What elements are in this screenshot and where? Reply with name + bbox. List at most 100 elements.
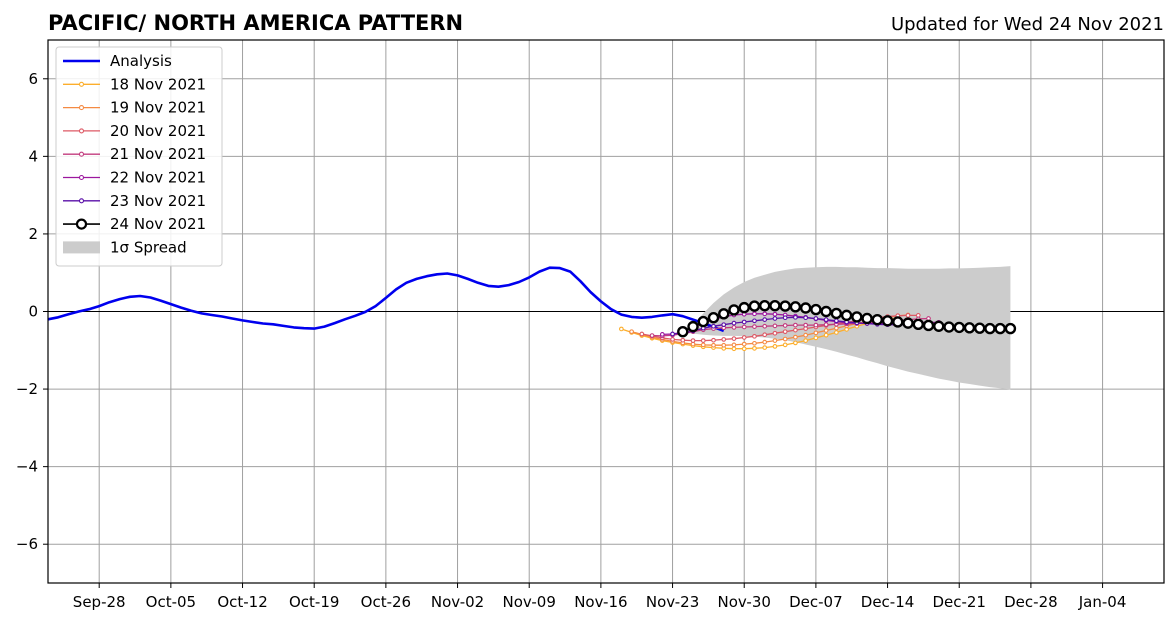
latest-point: [840, 309, 853, 322]
latest-point: [738, 301, 750, 314]
forecast-point: [752, 345, 757, 351]
forecast-point: [803, 332, 809, 338]
y-tick-label: 4: [28, 147, 38, 165]
forecast-point: [834, 330, 839, 335]
legend-entry: Analysis: [63, 52, 172, 70]
latest-point: [687, 320, 699, 333]
x-tick-label: Nov-16: [574, 593, 627, 611]
latest-point: [697, 315, 709, 328]
forecast-point: [711, 337, 716, 343]
latest-point: [779, 300, 791, 312]
legend-entry: 1σ Spread: [63, 238, 187, 256]
forecast-point: [711, 342, 716, 348]
latest-point: [861, 312, 873, 325]
analysis-line: [47, 266, 725, 333]
latest-point: [984, 322, 996, 335]
forecast-point: [690, 338, 696, 343]
legend-label: 19 Nov 2021: [110, 99, 206, 117]
forecast-point: [772, 323, 778, 329]
legend-entry: 20 Nov 2021: [63, 122, 206, 140]
x-tick-label: Nov-30: [718, 593, 771, 611]
y-tick-label: −6: [16, 535, 38, 553]
legend-entry: 18 Nov 2021: [63, 75, 206, 93]
forecast-point: [772, 316, 778, 321]
legend-entry: 24 Nov 2021: [63, 215, 206, 233]
forecast-point: [762, 332, 768, 338]
chart-subtitle: Updated for Wed 24 Nov 2021: [891, 14, 1164, 35]
latest-point: [799, 302, 812, 314]
x-tick-label: Nov-09: [503, 593, 556, 611]
forecast-line: [621, 317, 898, 350]
forecast-point: [834, 325, 839, 331]
forecast-point: [752, 340, 757, 346]
forecast-point: [772, 311, 778, 317]
latest-point: [963, 322, 976, 334]
forecast-point: [793, 314, 798, 320]
forecast-point: [670, 337, 675, 342]
forecast-point: [639, 331, 645, 337]
forecast-point: [752, 318, 757, 324]
latest-point: [994, 322, 1006, 335]
latest-point: [830, 307, 843, 320]
x-tick-label: Dec-21: [932, 593, 986, 611]
forecast-point: [772, 330, 778, 336]
forecast-point: [731, 325, 737, 330]
legend-label: 21 Nov 2021: [110, 145, 206, 163]
x-tick-label: Sep-28: [73, 593, 126, 611]
forecast-point: [926, 316, 931, 321]
forecast-point: [752, 333, 757, 339]
y-tick-label: −2: [16, 380, 38, 398]
forecast-point: [782, 323, 788, 328]
forecast-point: [629, 329, 634, 335]
forecast-point: [670, 331, 675, 337]
forecast-point: [813, 330, 819, 336]
x-tick-label: Nov-02: [431, 593, 484, 611]
forecast-point: [731, 320, 737, 326]
x-tick-label: Dec-14: [861, 593, 915, 611]
forecast-point: [782, 342, 788, 348]
forecast-point: [813, 322, 819, 328]
forecast-point: [823, 328, 829, 333]
x-tick-label: Oct-05: [146, 593, 196, 611]
latest-point: [769, 299, 781, 312]
legend-entry: 22 Nov 2021: [63, 169, 206, 187]
legend-label: 1σ Spread: [110, 238, 187, 256]
forecast-point: [700, 342, 706, 348]
y-tick-label: 2: [28, 225, 38, 243]
latest-point: [677, 325, 689, 338]
forecast-point: [762, 339, 768, 345]
y-tick-label: 0: [28, 303, 38, 321]
axis-ticks: Sep-28 Oct-05 Oct-12 Oct-19 Oct-26 Nov-02 Nov-…: [16, 70, 1127, 611]
forecast-point: [762, 345, 768, 350]
forecast-point: [905, 313, 911, 318]
forecast-point: [772, 344, 778, 349]
legend-label: 24 Nov 2021: [110, 215, 206, 233]
forecast-point: [721, 322, 727, 328]
forecast-point: [823, 322, 829, 328]
forecast-point: [793, 322, 798, 328]
forecast-point: [752, 324, 757, 329]
legend-label: 18 Nov 2021: [110, 75, 206, 93]
latest-point: [748, 300, 761, 312]
legend-label: 23 Nov 2021: [110, 192, 206, 210]
latest-point: [933, 320, 945, 332]
latest-point: [789, 301, 802, 313]
forecast-point: [659, 332, 665, 337]
latest-point: [902, 317, 914, 329]
forecast-point: [619, 326, 624, 332]
plot-frame: [47, 39, 1165, 584]
forecast-point: [741, 341, 747, 347]
latest-point: [1004, 322, 1017, 335]
y-tick-label: −4: [16, 458, 38, 476]
legend-marker: [78, 81, 85, 87]
forecast-point: [762, 311, 768, 317]
x-tick-label: Dec-28: [1004, 593, 1058, 611]
legend-marker: [75, 218, 88, 230]
legend-marker: [78, 198, 85, 204]
forecast-point: [772, 338, 778, 343]
forecast-point: [823, 332, 829, 338]
forecast-point: [762, 323, 768, 329]
latest-point: [922, 319, 935, 332]
forecast-point: [803, 315, 809, 321]
legend-marker: [78, 128, 85, 134]
